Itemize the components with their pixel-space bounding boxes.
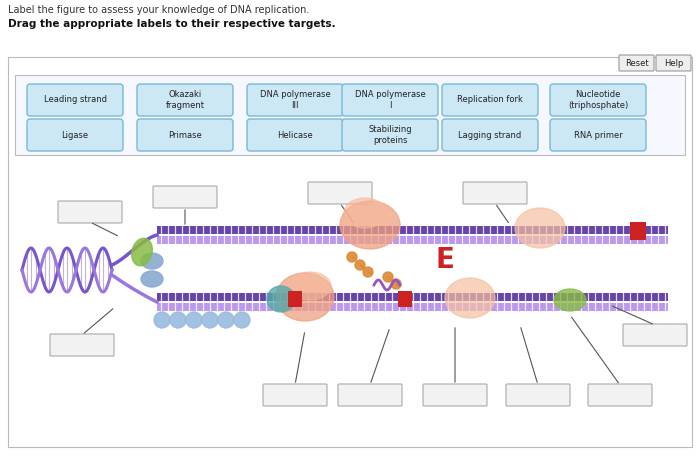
Ellipse shape <box>445 278 495 318</box>
FancyBboxPatch shape <box>342 84 438 116</box>
Circle shape <box>170 312 186 328</box>
FancyBboxPatch shape <box>342 119 438 151</box>
Text: Primase: Primase <box>168 131 202 140</box>
Bar <box>157 226 668 234</box>
Text: Reset: Reset <box>624 59 648 67</box>
Text: Lagging strand: Lagging strand <box>458 131 522 140</box>
Bar <box>398 291 412 307</box>
Text: Label the figure to assess your knowledge of DNA replication.: Label the figure to assess your knowledg… <box>8 5 310 15</box>
Text: Stabilizing
proteins: Stabilizing proteins <box>368 125 412 145</box>
Text: Okazaki
fragment: Okazaki fragment <box>165 90 204 110</box>
Ellipse shape <box>132 238 153 266</box>
FancyBboxPatch shape <box>442 84 538 116</box>
FancyBboxPatch shape <box>247 119 343 151</box>
FancyBboxPatch shape <box>137 84 233 116</box>
Circle shape <box>347 252 357 262</box>
Text: Ligase: Ligase <box>62 131 89 140</box>
FancyBboxPatch shape <box>15 75 685 155</box>
FancyBboxPatch shape <box>506 384 570 406</box>
FancyBboxPatch shape <box>27 84 123 116</box>
FancyBboxPatch shape <box>263 384 327 406</box>
FancyBboxPatch shape <box>137 119 233 151</box>
FancyBboxPatch shape <box>247 84 343 116</box>
Text: Helicase: Helicase <box>277 131 313 140</box>
Ellipse shape <box>267 286 295 312</box>
Circle shape <box>202 312 218 328</box>
Circle shape <box>186 312 202 328</box>
FancyBboxPatch shape <box>423 384 487 406</box>
Ellipse shape <box>554 289 586 311</box>
FancyBboxPatch shape <box>588 384 652 406</box>
FancyBboxPatch shape <box>50 334 114 356</box>
Text: Drag the appropriate labels to their respective targets.: Drag the appropriate labels to their res… <box>8 19 336 29</box>
Text: RNA primer: RNA primer <box>573 131 622 140</box>
Ellipse shape <box>141 253 163 269</box>
FancyBboxPatch shape <box>463 182 527 204</box>
Text: E: E <box>435 246 454 274</box>
FancyBboxPatch shape <box>8 57 692 447</box>
Text: Replication fork: Replication fork <box>457 96 523 105</box>
Text: Leading strand: Leading strand <box>43 96 106 105</box>
Circle shape <box>154 312 170 328</box>
Bar <box>630 222 646 240</box>
FancyBboxPatch shape <box>656 55 691 71</box>
Text: Help: Help <box>664 59 683 67</box>
Ellipse shape <box>344 198 386 228</box>
FancyBboxPatch shape <box>308 182 372 204</box>
Ellipse shape <box>276 273 334 321</box>
FancyBboxPatch shape <box>619 55 654 71</box>
FancyBboxPatch shape <box>27 119 123 151</box>
Ellipse shape <box>340 201 400 249</box>
Text: DNA polymerase
III: DNA polymerase III <box>260 90 330 110</box>
Circle shape <box>218 312 234 328</box>
FancyBboxPatch shape <box>550 84 646 116</box>
Bar <box>157 236 668 244</box>
Text: Nucleotide
(triphosphate): Nucleotide (triphosphate) <box>568 90 628 110</box>
Circle shape <box>391 279 401 289</box>
Circle shape <box>363 267 373 277</box>
Circle shape <box>234 312 250 328</box>
Text: DNA polymerase
I: DNA polymerase I <box>355 90 426 110</box>
Ellipse shape <box>141 271 163 287</box>
Circle shape <box>383 272 393 282</box>
FancyBboxPatch shape <box>338 384 402 406</box>
FancyBboxPatch shape <box>58 201 122 223</box>
Bar <box>157 293 668 301</box>
Bar <box>288 291 302 307</box>
Ellipse shape <box>289 272 331 300</box>
Ellipse shape <box>515 208 565 248</box>
FancyBboxPatch shape <box>623 324 687 346</box>
FancyBboxPatch shape <box>442 119 538 151</box>
FancyBboxPatch shape <box>550 119 646 151</box>
FancyBboxPatch shape <box>153 186 217 208</box>
Circle shape <box>355 260 365 270</box>
Bar <box>157 303 668 311</box>
